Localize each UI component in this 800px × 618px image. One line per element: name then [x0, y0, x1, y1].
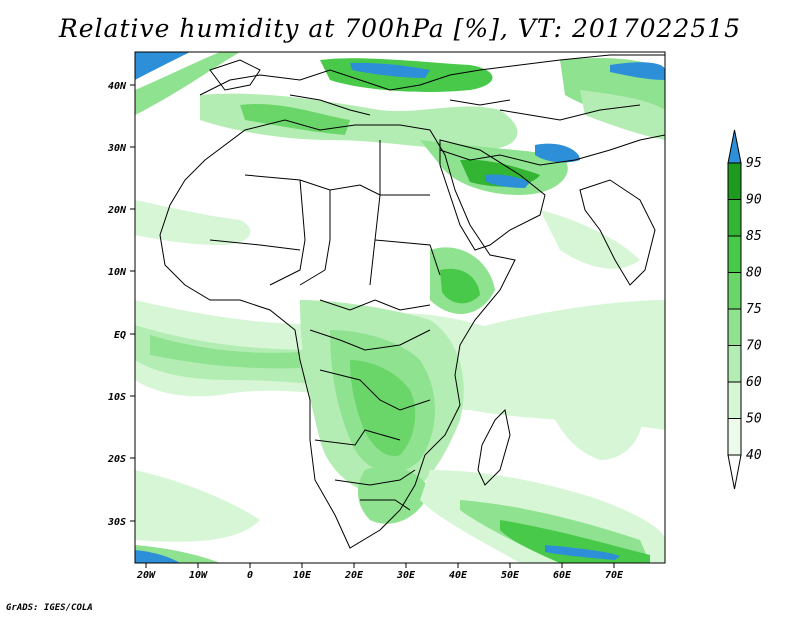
y-tick-40n: 40N — [108, 81, 127, 92]
colorbar-label: 95 — [746, 156, 762, 171]
colorbar-label: 80 — [746, 266, 762, 281]
x-tick-50e: 50E — [501, 570, 520, 581]
colorbar-label: 60 — [746, 375, 762, 390]
x-tick-40e: 40E — [449, 570, 468, 581]
y-tick-30n: 30N — [107, 143, 127, 154]
colorbar-label: 70 — [746, 339, 762, 354]
x-tick-30e: 30E — [396, 570, 416, 581]
coastlines — [159, 54, 665, 549]
x-tick-70e: 70E — [605, 570, 624, 581]
colorbar-swatch — [727, 199, 742, 237]
y-tick-20n: 20N — [107, 205, 127, 216]
y-axis: 40N 30N 20N 10N EQ 10S 20S 30S — [107, 81, 135, 528]
colorbar-swatch — [727, 308, 742, 346]
colorbar-label: 85 — [746, 229, 762, 244]
colorbar-swatch — [727, 418, 742, 456]
colorbar-swatch — [727, 272, 742, 310]
x-tick-20w: 20W — [136, 570, 156, 581]
grads-credit: GrADS: IGES/COLA — [6, 603, 93, 613]
colorbar-label: 90 — [746, 193, 762, 208]
x-tick-10e: 10E — [293, 570, 312, 581]
colorbar-label: 50 — [746, 412, 762, 427]
colorbar-min-arrow — [727, 454, 742, 490]
x-tick-20e: 20E — [344, 570, 364, 581]
colorbar-swatch — [727, 162, 742, 200]
colorbar-swatch — [727, 345, 742, 383]
colorbar-max-arrow — [727, 129, 742, 164]
colorbar-swatch — [727, 381, 742, 419]
y-tick-eq: EQ — [114, 330, 126, 341]
y-tick-20s: 20S — [107, 454, 126, 465]
chart-title: Relative humidity at 700hPa [%], VT: 201… — [58, 14, 742, 43]
x-axis: 20W 10W 0 10E 20E 30E 40E 50E 60E 70E — [136, 563, 624, 581]
x-tick-0: 0 — [247, 570, 253, 581]
plot-frame — [134, 51, 666, 564]
colorbar: 95 90 85 80 75 70 60 50 40 — [727, 129, 762, 490]
humidity-field — [135, 52, 665, 563]
colorbar-label: 40 — [746, 448, 762, 463]
colorbar-label: 75 — [746, 302, 762, 317]
y-tick-10n: 10N — [108, 267, 127, 278]
x-tick-60e: 60E — [553, 570, 572, 581]
y-tick-10s: 10S — [108, 392, 126, 403]
y-tick-30s: 30S — [107, 517, 126, 528]
colorbar-swatch — [727, 235, 742, 273]
x-tick-10w: 10W — [189, 570, 208, 581]
